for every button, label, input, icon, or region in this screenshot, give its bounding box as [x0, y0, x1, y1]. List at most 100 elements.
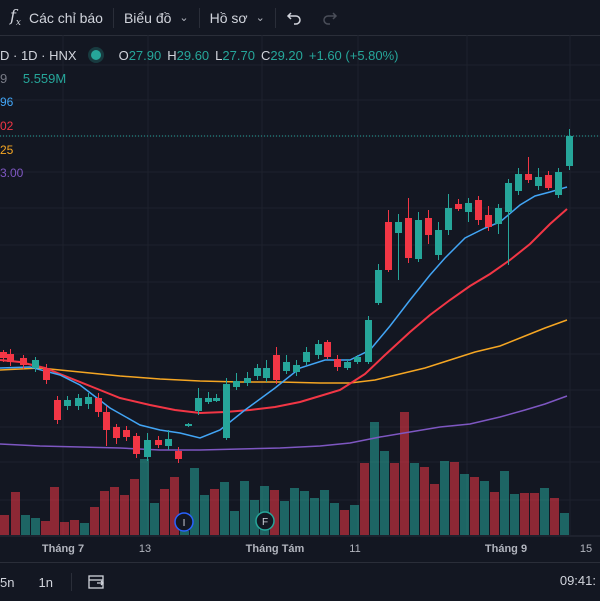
candle — [20, 355, 27, 369]
candle — [354, 355, 361, 364]
candle — [505, 179, 512, 265]
price-chart[interactable]: I F Tháng 7 13 Tháng Tám 11 Tháng 9 15 — [0, 35, 600, 562]
close-key: C — [260, 47, 271, 63]
volume-bar — [260, 486, 269, 535]
candle — [165, 430, 172, 450]
volume-bar — [370, 422, 379, 535]
event-marker[interactable]: I — [174, 512, 194, 532]
volume-bar — [540, 488, 549, 535]
ma-purple-value: 3.00 — [0, 166, 24, 180]
volume-bar — [510, 494, 519, 535]
volume-bar — [31, 518, 40, 535]
chart-legend: D · 1D · HNX O 27.90 H 29.60 L 27.70 C 29.20… — [0, 44, 399, 66]
market-status-icon — [90, 50, 101, 60]
candle — [475, 196, 482, 225]
candle — [283, 355, 290, 374]
candle — [64, 396, 71, 410]
candle — [545, 171, 552, 190]
undo-icon — [286, 11, 301, 25]
candle — [0, 350, 7, 362]
candle — [32, 357, 39, 372]
volume-bar — [100, 491, 109, 535]
candle — [213, 394, 220, 402]
ma-orange-value: 25 — [0, 143, 14, 157]
candle — [535, 168, 542, 190]
candle — [223, 378, 230, 440]
redo-button[interactable] — [312, 0, 348, 35]
candle — [344, 359, 351, 370]
volume-bar — [490, 492, 499, 535]
volume-legend: 9 5.559M — [0, 71, 66, 86]
volume-bar — [380, 451, 389, 535]
candle — [324, 340, 331, 359]
ma-red-line — [0, 208, 568, 415]
candle — [133, 433, 140, 458]
candle — [205, 392, 212, 404]
candle — [485, 206, 492, 231]
candle — [435, 222, 442, 260]
volume-bar — [440, 461, 449, 535]
volume-bar — [320, 490, 329, 535]
ma-orange-line — [0, 319, 568, 384]
candle — [293, 360, 300, 376]
chart-menu-button[interactable]: Biểu đồ ⌄ — [114, 0, 199, 35]
function-icon: fx — [10, 6, 21, 29]
chevron-down-icon: ⌄ — [179, 12, 189, 24]
open-value: 27.90 — [128, 47, 162, 63]
candle — [525, 157, 532, 183]
x-axis-label: 11 — [349, 543, 360, 555]
indicators-button[interactable]: fx Các chỉ báo — [0, 0, 113, 35]
volume-bar — [500, 471, 509, 535]
candle — [334, 355, 341, 371]
candle — [555, 168, 562, 198]
x-axis-label: Tháng 9 — [485, 543, 527, 555]
volume-bar — [200, 495, 209, 535]
candle — [7, 349, 14, 366]
event-letter: F — [262, 517, 268, 528]
candle — [85, 393, 92, 409]
candle — [95, 393, 102, 417]
volume-bar — [450, 462, 459, 535]
volume-bar — [410, 463, 419, 535]
volume-bar — [140, 459, 149, 535]
volume-bar — [90, 507, 99, 535]
toolbar-divider — [112, 7, 114, 28]
candle — [75, 394, 82, 410]
change-value: +1.60 (+5.80%) — [308, 47, 399, 63]
goto-date-icon[interactable] — [88, 574, 106, 590]
volume-bar — [270, 490, 279, 535]
candle — [315, 340, 322, 359]
volume-bar — [350, 505, 359, 535]
range-6m-button[interactable]: 5n — [0, 574, 15, 590]
volume-bar — [130, 479, 139, 535]
open-key: O — [118, 47, 129, 63]
redo-icon — [323, 11, 337, 25]
event-marker[interactable]: F — [255, 511, 275, 531]
clock-display: 09:41: — [559, 573, 596, 588]
candle — [43, 364, 50, 384]
volume-bar — [60, 522, 69, 535]
toolbar-divider — [70, 573, 72, 591]
volume-bar — [420, 467, 429, 535]
volume-bar — [50, 487, 59, 535]
profile-menu-button[interactable]: Hồ sơ ⌄ — [200, 0, 275, 35]
range-1y-button[interactable]: 1n — [38, 574, 53, 590]
volume-bar — [430, 484, 439, 535]
volume-bar — [120, 495, 129, 535]
symbol-title[interactable]: D · 1D · HNX — [0, 47, 77, 63]
profile-menu-label: Hồ sơ — [209, 9, 248, 26]
volume-bar — [310, 498, 319, 535]
candle — [405, 198, 412, 263]
candle — [254, 364, 261, 380]
low-value: 27.70 — [222, 47, 255, 63]
candle — [54, 396, 61, 424]
high-key: H — [167, 47, 177, 63]
candle — [375, 264, 382, 305]
ma-purple-line — [0, 395, 568, 451]
candle — [425, 210, 432, 244]
candle — [273, 347, 280, 384]
candle — [395, 214, 402, 280]
undo-button[interactable] — [276, 0, 312, 35]
volume-bar — [180, 531, 189, 535]
toolbar-divider — [274, 7, 276, 28]
